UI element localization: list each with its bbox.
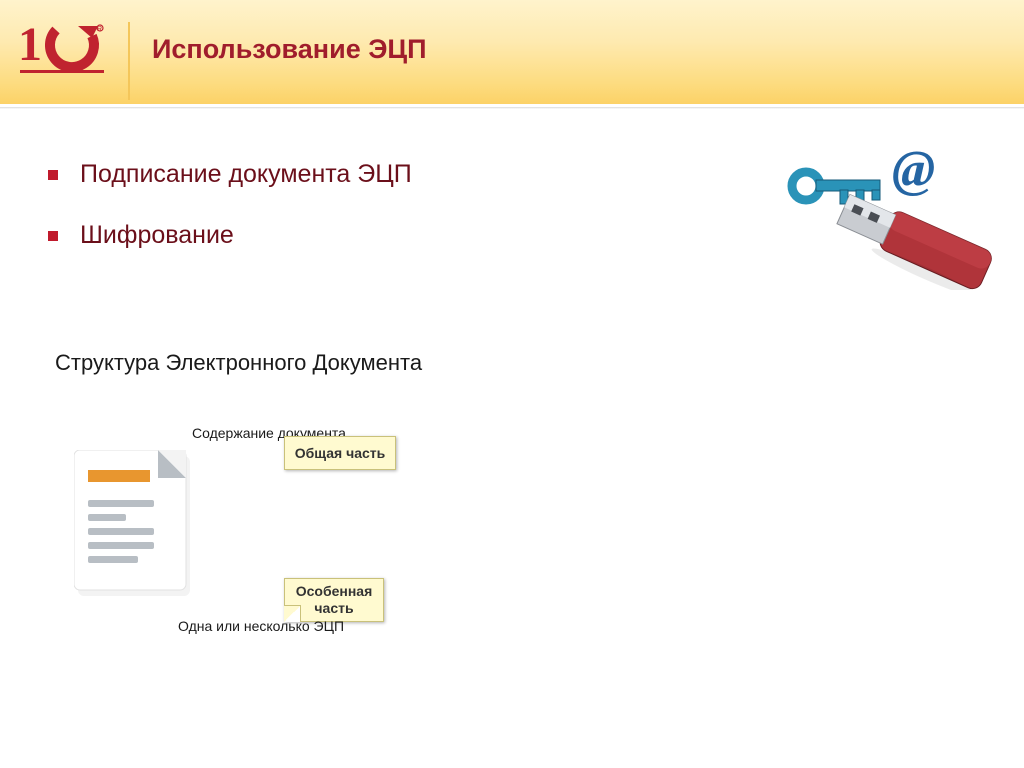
annotation-bottom: Одна или несколько ЭЦП xyxy=(178,618,344,634)
svg-text:1: 1 xyxy=(18,18,42,71)
page-title: Использование ЭЦП xyxy=(152,34,427,65)
svg-text:R: R xyxy=(97,26,102,33)
sticky-note-label: Общая часть xyxy=(295,445,386,461)
sticky-note-label: Особенная часть xyxy=(289,583,379,617)
bullet-marker-icon xyxy=(48,231,58,241)
usb-key-illustration: @ xyxy=(774,140,994,295)
header-divider xyxy=(128,22,130,100)
bullet-text: Подписание документа ЭЦП xyxy=(80,160,412,189)
svg-text:@: @ xyxy=(892,141,935,198)
bullet-item: Шифрование xyxy=(48,221,412,250)
bullet-text: Шифрование xyxy=(80,221,234,250)
bullet-item: Подписание документа ЭЦП xyxy=(48,160,412,189)
logo-1c: 1 R xyxy=(18,18,112,79)
header-shadow xyxy=(0,107,1024,109)
bullet-list: Подписание документа ЭЦП Шифрование xyxy=(48,160,412,282)
sticky-note-special: Особенная часть xyxy=(284,578,384,622)
section-subheading: Структура Электронного Документа xyxy=(55,350,422,376)
document-icon xyxy=(74,450,194,605)
sticky-note-general: Общая часть xyxy=(284,436,396,470)
bullet-marker-icon xyxy=(48,170,58,180)
